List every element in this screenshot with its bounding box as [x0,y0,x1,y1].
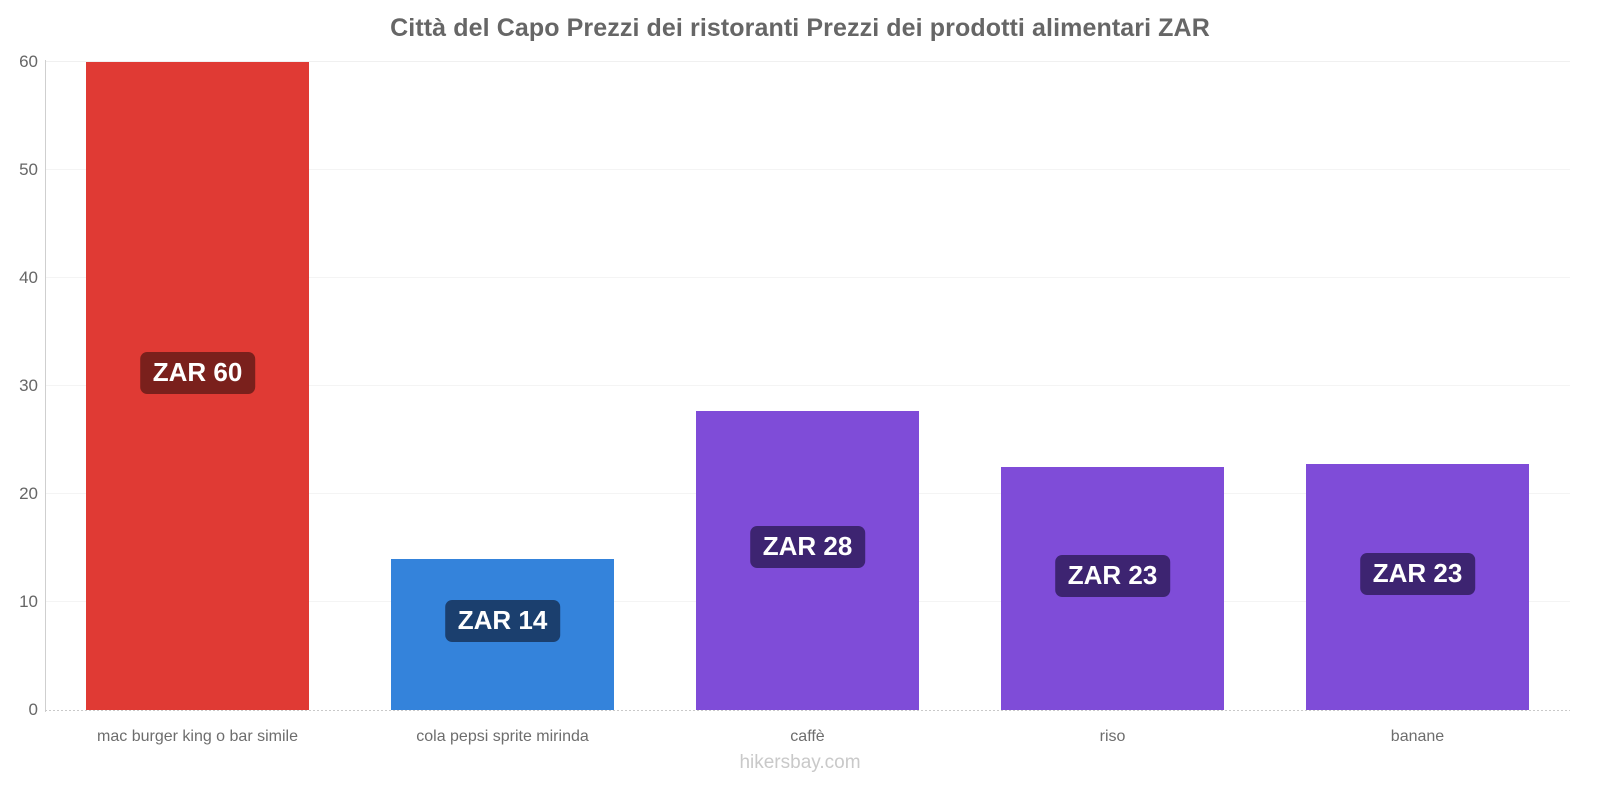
gridline-40 [45,277,1570,278]
x-axis-label-3: caffè [790,728,825,745]
y-axis-tick-60: 60 [19,52,38,71]
gridline-60 [45,61,1570,62]
y-axis-line [45,60,46,712]
chart-footer-source: hikersbay.com [739,752,861,773]
bar-value-label: ZAR 23 [1359,552,1476,595]
gridline-30 [45,385,1570,386]
y-axis-tick-30: 30 [19,376,38,395]
bar-value-label: ZAR 23 [1054,554,1171,597]
y-axis-tick-20: 20 [19,484,38,503]
y-axis-tick-10: 10 [19,592,38,611]
x-axis-baseline [45,710,1570,711]
y-axis-tick-0: 0 [28,700,38,719]
gridline-50 [45,169,1570,170]
bar[interactable]: ZAR 23 [1001,467,1224,710]
x-axis-label-5: banane [1390,728,1445,745]
bar[interactable]: ZAR 14 [391,558,614,710]
y-axis-tick-50: 50 [19,160,38,179]
bar[interactable]: ZAR 28 [696,410,919,710]
x-axis-label-4: riso [1099,728,1126,745]
bar[interactable]: ZAR 23 [1306,463,1529,710]
bar-value-label: ZAR 28 [749,526,866,569]
x-axis-label-2: cola pepsi sprite mirinda [416,728,589,745]
y-axis-tick-40: 40 [19,268,38,287]
chart-title: Città del Capo Prezzi dei ristoranti Pre… [390,14,1210,42]
bar[interactable]: ZAR 60 [86,62,309,710]
x-axis-label-1: mac burger king o bar simile [97,728,298,745]
bar-value-label: ZAR 60 [139,352,256,394]
bar-value-label: ZAR 14 [444,600,561,643]
plot-area: ZAR 60 ZAR 14 ZAR 28 ZAR 23 ZAR 23 [45,61,1570,710]
